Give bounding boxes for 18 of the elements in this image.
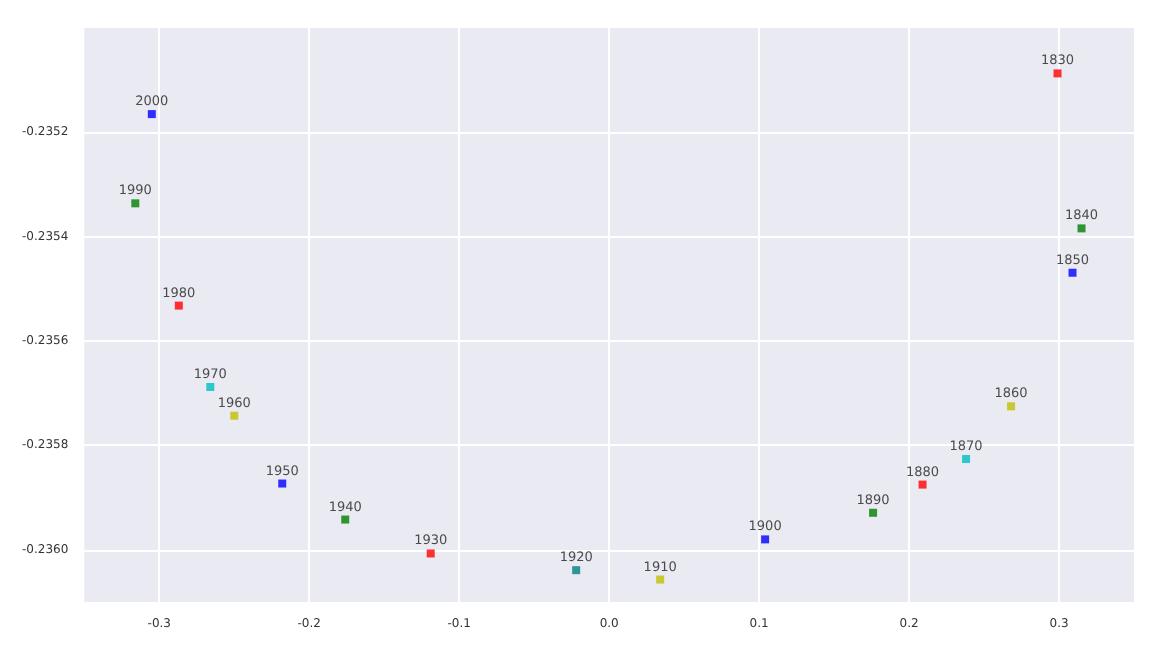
- point: [1007, 402, 1016, 411]
- point: [426, 549, 435, 558]
- point: [918, 480, 927, 489]
- point: [572, 566, 581, 575]
- point: [656, 575, 665, 584]
- point: [174, 301, 183, 310]
- point: [962, 455, 971, 464]
- point: [131, 199, 140, 208]
- point: [1053, 69, 1062, 78]
- point: [147, 110, 156, 119]
- point: [869, 508, 878, 517]
- point: [230, 411, 239, 420]
- point: [341, 515, 350, 524]
- point: [206, 383, 215, 392]
- point: [1077, 224, 1086, 233]
- point: [278, 479, 287, 488]
- point: [761, 535, 770, 544]
- point: [1068, 268, 1077, 277]
